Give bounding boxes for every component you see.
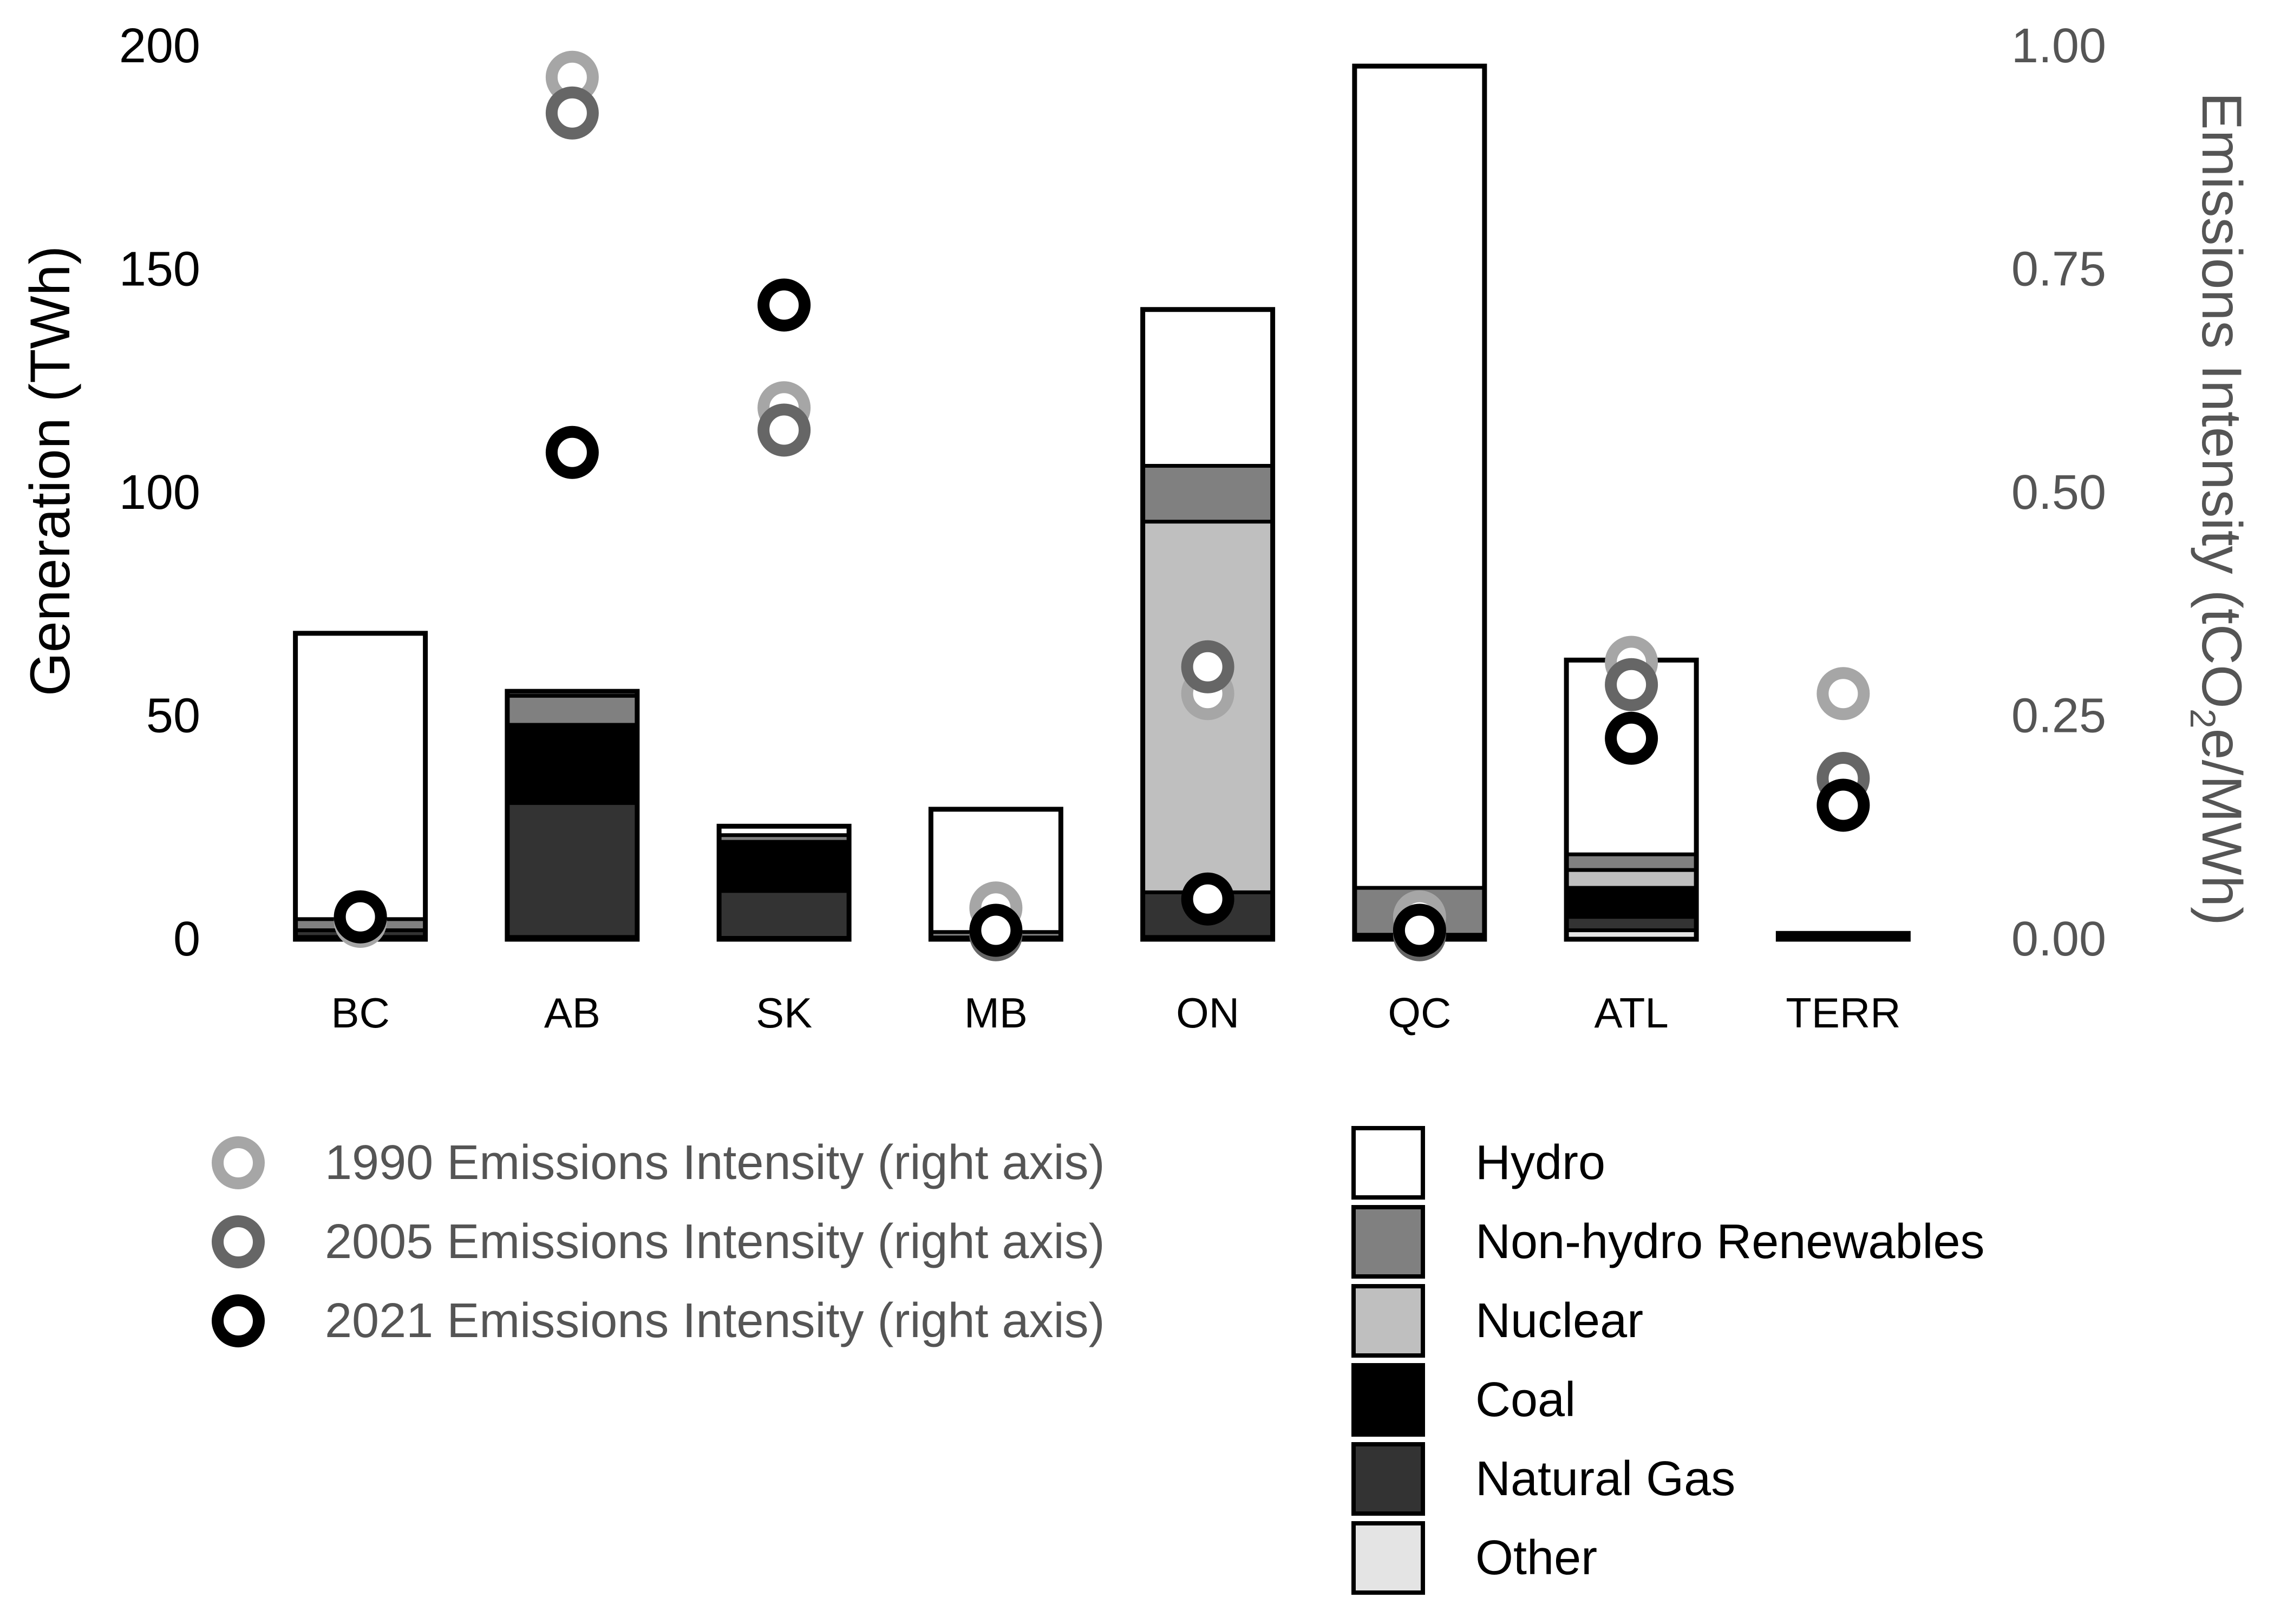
intensity-point-on-2021 (1181, 872, 1234, 926)
legend-label-nuclear: Nuclear (1475, 1294, 1643, 1348)
intensity-point-atl-2005 (1605, 658, 1658, 711)
bar-segment-atl-natural-gas (1566, 916, 1697, 931)
intensity-points-layer (334, 50, 1870, 961)
category-labels: BC AB SK MB ON QC ATL TERR (331, 989, 1900, 1037)
category-label-bc: BC (331, 989, 389, 1037)
left-tick-label: 200 (119, 19, 200, 73)
intensity-point-bc-2021 (334, 890, 387, 944)
legend-marker-2005 (212, 1215, 265, 1268)
bar-segment-atl-coal (1566, 888, 1697, 917)
legend-swatch-non-hydro-renewables (1351, 1205, 1425, 1279)
right-axis-title-end: e/MWh) (2190, 729, 2253, 926)
category-label-qc: QC (1388, 989, 1451, 1037)
right-axis-title: Emissions Intensity (tCO2e/MWh) (2183, 92, 2253, 925)
left-axis-ticks: 0 50 100 150 200 (119, 19, 200, 966)
legend-label-natural-gas: Natural Gas (1475, 1452, 1735, 1506)
bar-segment-ab-coal (507, 725, 637, 803)
legend-intensity: 1990 Emissions Intensity (right axis) 200… (212, 1136, 1105, 1348)
intensity-point-ab-2021 (545, 425, 599, 479)
legend-swatch-other (1351, 1521, 1425, 1595)
legend-label-hydro: Hydro (1475, 1136, 1605, 1190)
legend-label-coal: Coal (1475, 1373, 1576, 1427)
bar-segment-qc-hydro (1354, 66, 1485, 888)
category-label-ab: AB (544, 989, 600, 1037)
bar-outline-ab (505, 689, 640, 942)
category-label-sk: SK (756, 989, 812, 1037)
legend-label-other: Other (1475, 1531, 1597, 1585)
intensity-point-ab-2005 (545, 86, 599, 140)
right-tick-label: 1.00 (2011, 19, 2106, 73)
bar-segment-atl-non-hydro-renewables (1566, 854, 1697, 870)
right-axis-ticks: 0.00 0.25 0.50 0.75 1.00 (2011, 19, 2106, 966)
legend-label-non-hydro-renewables: Non-hydro Renewables (1475, 1215, 1985, 1269)
bar-segment-ab-non-hydro-renewables (507, 696, 637, 725)
legend-swatch-coal (1351, 1363, 1425, 1437)
bar-segment-ab-natural-gas (507, 803, 637, 937)
legend-swatch-nuclear (1351, 1284, 1425, 1358)
left-tick-label: 100 (119, 466, 200, 520)
bar-segment-on-hydro (1142, 309, 1273, 466)
right-tick-label: 0.00 (2011, 912, 2106, 966)
bar-segment-sk-coal (719, 842, 850, 891)
bar-segment-bc-hydro (295, 633, 426, 919)
bar-segment-on-non-hydro-renewables (1142, 466, 1273, 522)
category-label-atl: ATL (1594, 989, 1668, 1037)
legend-generation-sources: Hydro Non-hydro Renewables Nuclear Coal Natu… (1351, 1126, 1985, 1595)
left-tick-label: 150 (119, 243, 200, 297)
intensity-point-qc-2021 (1393, 903, 1446, 957)
left-tick-label: 0 (173, 912, 200, 966)
category-label-terr: TERR (1786, 989, 1900, 1037)
legend-swatch-natural-gas (1351, 1442, 1425, 1516)
intensity-point-terr-1990 (1816, 667, 1870, 721)
bar-segment-sk-natural-gas (719, 890, 850, 938)
category-label-on: ON (1176, 989, 1239, 1037)
legend-label-2021: 2021 Emissions Intensity (right axis) (325, 1294, 1105, 1348)
bars-layer (293, 63, 1911, 942)
intensity-point-on-2005 (1181, 640, 1234, 693)
left-axis-title: Generation (TWh) (19, 246, 82, 696)
legend-label-1990: 1990 Emissions Intensity (right axis) (325, 1136, 1105, 1190)
right-tick-label: 0.25 (2011, 689, 2106, 743)
bar-segment-atl-nuclear (1566, 870, 1697, 888)
legend-marker-1990 (212, 1136, 265, 1189)
legend-marker-2021 (212, 1294, 265, 1347)
intensity-point-terr-2021 (1816, 778, 1870, 832)
intensity-point-atl-2021 (1605, 711, 1658, 765)
bar-outline-on (1140, 307, 1276, 942)
right-axis-title-main: Emissions Intensity (tCO (2190, 92, 2253, 709)
right-axis-title-subscript: 2 (2183, 709, 2223, 729)
legend-label-2005: 2005 Emissions Intensity (right axis) (325, 1215, 1105, 1269)
right-tick-label: 0.50 (2011, 466, 2106, 520)
intensity-point-sk-2021 (757, 278, 811, 332)
right-tick-label: 0.75 (2011, 243, 2106, 297)
intensity-point-sk-2005 (757, 403, 811, 457)
left-tick-label: 50 (146, 689, 200, 743)
legend-swatch-hydro (1351, 1126, 1425, 1200)
category-label-mb: MB (964, 989, 1028, 1037)
intensity-point-mb-2021 (969, 903, 1023, 957)
